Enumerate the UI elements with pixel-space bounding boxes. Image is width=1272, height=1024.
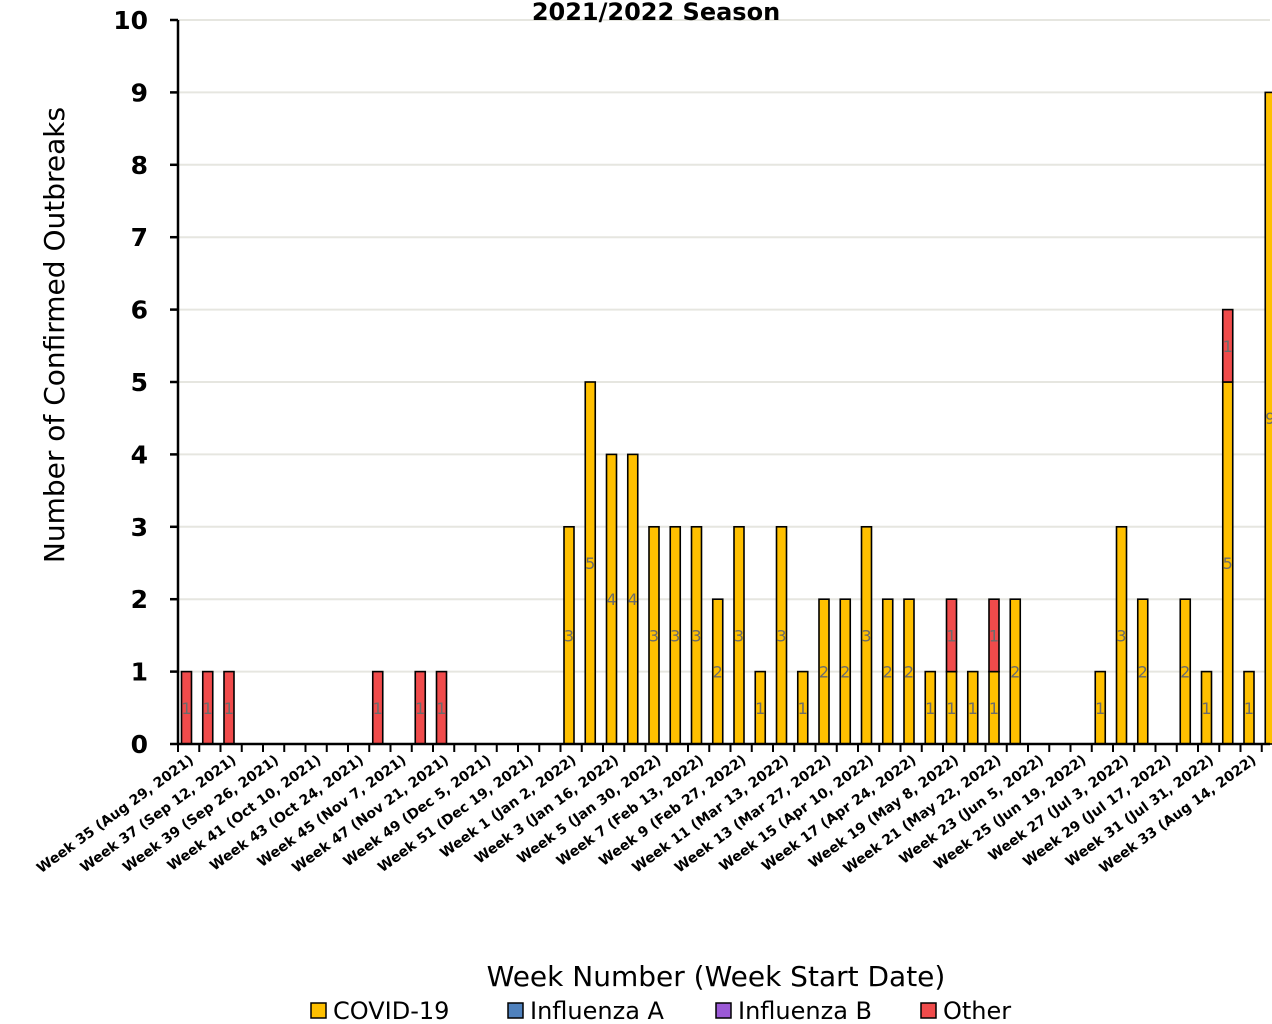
legend-swatch: [310, 1002, 327, 1019]
data-label: 1: [946, 626, 956, 645]
bar-segment: [1264, 91, 1272, 745]
data-label: 3: [776, 626, 786, 645]
data-label: 4: [628, 590, 638, 609]
data-label: 3: [1116, 626, 1126, 645]
data-label: 2: [883, 663, 893, 682]
y-tick-label: 2: [131, 585, 148, 614]
bar-marks: [180, 91, 1272, 745]
data-label: 1: [946, 699, 956, 718]
legend: COVID-19 Influenza A Influenza B Other: [310, 997, 1011, 1024]
data-label: 2: [1010, 663, 1020, 682]
legend-swatch: [715, 1002, 732, 1019]
y-tick-label: 5: [131, 368, 148, 397]
data-label: 1: [415, 699, 425, 718]
data-label: 1: [1223, 337, 1233, 356]
data-label: 3: [649, 626, 659, 645]
bar-segment: [945, 598, 958, 673]
data-label: 1: [373, 699, 383, 718]
legend-label: Other: [943, 997, 1011, 1024]
y-tick-label: 4: [131, 440, 148, 469]
data-label: 2: [819, 663, 829, 682]
bar-segment: [1221, 308, 1234, 383]
data-label: 1: [1244, 699, 1254, 718]
data-label: 9: [1265, 409, 1272, 428]
data-label: 1: [989, 699, 999, 718]
data-label: 3: [861, 626, 871, 645]
y-tick-label: 8: [131, 151, 148, 180]
y-tick-label: 6: [131, 296, 148, 325]
data-label: 3: [734, 626, 744, 645]
data-label: 1: [968, 699, 978, 718]
x-tick-labels: Week 35 (Aug 29, 2021)Week 37 (Sep 12, 2…: [34, 752, 1259, 877]
data-label: 1: [989, 626, 999, 645]
data-label: 1: [925, 699, 935, 718]
gridlines: [178, 19, 1270, 673]
legend-label: Influenza A: [530, 997, 665, 1024]
data-label: 3: [691, 626, 701, 645]
y-axis-title: Number of Confirmed Outbreaks: [38, 107, 71, 563]
data-label: 1: [1095, 699, 1105, 718]
legend-label: COVID-19: [333, 997, 449, 1024]
data-label: 4: [606, 590, 616, 609]
data-label: 2: [840, 663, 850, 682]
data-label: 1: [181, 699, 191, 718]
data-label: 1: [224, 699, 234, 718]
x-axis-title: Week Number (Week Start Date): [487, 960, 946, 993]
chart-title: 2021/2022 Season: [532, 0, 780, 26]
data-label: 2: [1180, 663, 1190, 682]
data-label: 5: [1223, 554, 1233, 573]
y-tick-label: 9: [131, 78, 148, 107]
data-label: 1: [436, 699, 446, 718]
y-tick-label: 10: [113, 6, 148, 35]
data-label: 1: [1201, 699, 1211, 718]
data-label: 2: [904, 663, 914, 682]
axes: [170, 18, 1270, 752]
legend-label: Influenza B: [738, 997, 872, 1024]
data-label: 2: [1138, 663, 1148, 682]
y-tick-label: 1: [131, 658, 148, 687]
data-label: 5: [585, 554, 595, 573]
legend-swatch: [507, 1002, 524, 1019]
y-tick-label: 3: [131, 513, 148, 542]
data-label: 1: [755, 699, 765, 718]
y-tick-label: 0: [131, 730, 148, 759]
y-tick-labels: 0 1 2 3 4 5 6 7 8 9 10: [113, 6, 148, 759]
y-tick-label: 7: [131, 223, 148, 252]
data-label: 3: [670, 626, 680, 645]
data-label: 3: [564, 626, 574, 645]
data-label: 1: [798, 699, 808, 718]
legend-swatch: [920, 1002, 937, 1019]
bar-segment: [988, 598, 1000, 673]
data-label: 1: [203, 699, 213, 718]
data-label: 2: [713, 663, 723, 682]
